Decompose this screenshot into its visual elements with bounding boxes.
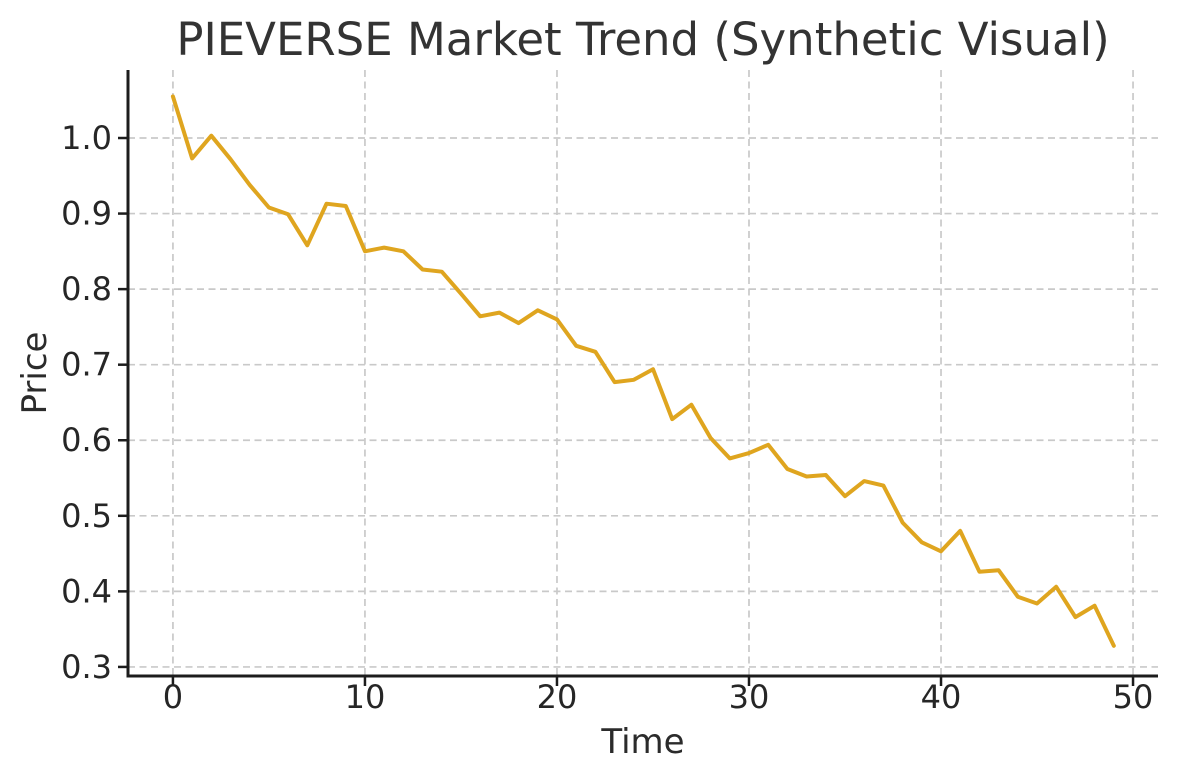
x-tick-label: 20 (537, 678, 578, 716)
chart-title: PIEVERSE Market Trend (Synthetic Visual) (176, 13, 1109, 66)
y-axis-label: Price (15, 332, 55, 415)
y-tick-label: 0.5 (61, 497, 112, 535)
y-tick-label: 0.9 (61, 195, 112, 233)
x-tick-label: 10 (345, 678, 386, 716)
price-line-series (170, 94, 1116, 648)
tick-labels: 0 10 20 30 40 50 0.3 0.4 0.5 0.6 0.7 0.8 0.9 1.0 (61, 119, 1153, 716)
y-tick-label: 0.6 (61, 421, 112, 459)
y-tick-label: 1.0 (61, 119, 112, 157)
y-tick-label: 0.8 (61, 270, 112, 308)
x-tick-label: 30 (729, 678, 770, 716)
x-tick-label: 40 (921, 678, 962, 716)
y-tick-label: 0.4 (61, 572, 112, 610)
x-axis-label: Time (600, 722, 684, 762)
x-tick-label: 50 (1113, 678, 1154, 716)
y-tick-label: 0.7 (61, 346, 112, 384)
y-tick-label: 0.3 (61, 648, 112, 686)
axes (118, 70, 1158, 686)
gridlines (128, 70, 1158, 676)
x-tick-label: 0 (163, 678, 183, 716)
